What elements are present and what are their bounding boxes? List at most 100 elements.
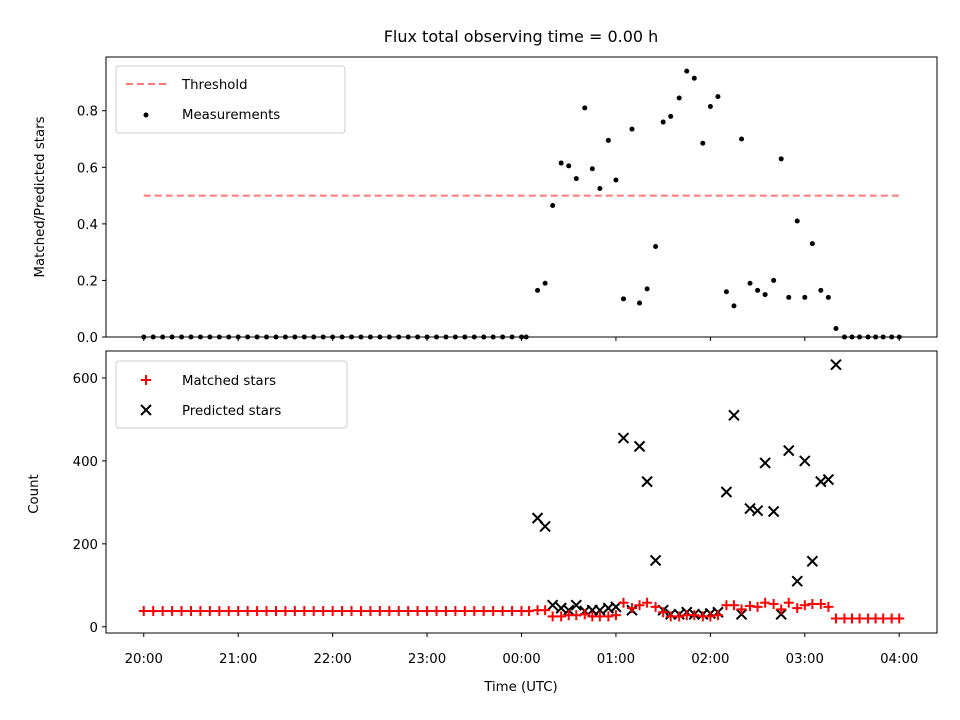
predicted-mark-stroke [570,599,582,611]
top-legend-box [115,65,346,134]
matched-star-point [176,606,187,617]
x-tick-label: 23:00 [408,652,446,667]
legend-measurements-swatch [143,112,149,118]
measurement-point [723,289,729,295]
matched-star-point [384,606,395,617]
top-y-ticks: 0.0 0.2 0.4 0.6 0.8 [77,105,106,346]
matched-star-point [894,613,905,624]
predicted-star-point [759,457,771,469]
matched-star-point [299,606,310,617]
matched-star-point [204,606,215,617]
measurement-point [747,280,753,286]
matched-star-point [355,606,366,617]
top-y-tick-label: 0.0 [77,331,98,346]
matched-star-point [689,610,700,621]
matched-star-point [507,606,518,617]
predicted-mark-stroke [649,554,662,567]
measurement-point [660,119,666,125]
matched-star-point [642,597,653,608]
matched-star-point [412,606,423,617]
measurement-point [653,243,659,249]
measurement-point [589,166,595,172]
x-tick-label: 04:00 [880,652,918,667]
bottom-panel: Count Time (UTC) 0 200 400 600 20:00 21:00 22… [27,350,938,695]
chart-title: Flux total observing time = 0.00 h [384,27,659,46]
matched-star-point [634,600,645,611]
matched-star-point [223,606,234,617]
bottom-legend-box [115,360,348,429]
predicted-mark-stroke [783,444,795,457]
predicted-star-point [641,475,653,488]
predicted-mark-stroke [728,409,740,421]
measurement-point [794,218,800,224]
matched-star-point [214,606,225,617]
matched-star-point [736,604,747,615]
matched-star-point [854,613,865,624]
matched-star-point [603,611,614,622]
matched-star-point [674,611,685,622]
predicted-mark-stroke [594,604,606,616]
predicted-mark-stroke [815,475,827,488]
top-y-tick-label: 0.4 [77,218,98,233]
measurement-point [620,296,626,302]
measurement-point [707,103,713,109]
measurement-point [566,163,572,169]
predicted-star-point [546,599,559,611]
predicted-star-point [783,444,795,457]
predicted-mark-stroke [617,432,630,444]
predicted-star-point [799,455,811,467]
predicted-mark-stroke [806,555,819,567]
measurement-point [802,294,808,300]
matched-star-point [469,606,480,617]
matched-star-point [650,601,661,612]
matched-star-point [556,611,567,622]
top-y-tick-label: 0.6 [77,161,98,176]
measurement-point [818,287,824,293]
matched-star-point [346,606,357,617]
predicted-mark-stroke [751,504,764,517]
predicted-star-point [633,440,646,453]
matched-star-point [712,610,723,621]
top-x-ticks [143,337,900,341]
measurement-point [582,105,588,111]
predicted-star-point [720,486,733,498]
matched-star-point [776,604,787,615]
predicted-star-point [830,358,842,371]
matched-star-point [497,606,508,617]
predicted-star-point [594,604,606,616]
matched-star-point [138,606,149,617]
predicted-star-point [806,555,819,567]
predicted-mark-stroke [830,358,842,371]
bottom-y-tick-label: 0 [90,621,98,636]
matched-star-point [705,611,716,622]
matched-star-point [768,598,779,609]
predicted-mark-stroke [822,473,835,486]
measurement-point [755,287,761,293]
measurement-point [715,94,721,100]
measurement-point [668,113,674,119]
x-tick-label: 03:00 [786,652,824,667]
measurement-point [637,300,643,306]
measurement-point [739,136,745,142]
top-panel: Flux total observing time = 0.00 h Match… [33,27,938,346]
matched-star-point [579,609,590,620]
matched-star-point [242,606,253,617]
measurement-point [629,126,635,132]
predicted-mark-stroke [546,599,559,611]
top-y-tick-label: 0.2 [77,274,98,289]
x-tick-label: 22:00 [313,652,351,667]
measurement-point [613,177,619,183]
matched-star-point [393,606,404,617]
matched-star-point [728,600,739,611]
legend-matched-label: Matched stars [182,374,276,389]
predicted-star-point [728,409,740,421]
measurement-point [550,202,556,208]
predicted-mark-stroke [641,475,653,488]
bottom-y-tick-label: 600 [73,372,98,387]
matched-star-point [799,600,810,611]
count-points [138,358,905,624]
matched-star-point [195,606,206,617]
bottom-y-axis-label: Count [27,474,42,514]
matched-star-point [148,606,159,617]
predicted-mark-stroke [799,455,811,467]
